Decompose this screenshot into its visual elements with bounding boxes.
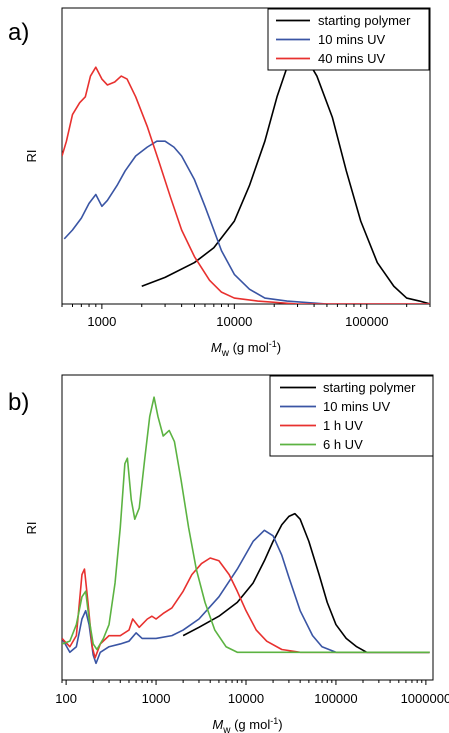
legend-label: 1 h UV [323,418,363,433]
x-tick-label: 1000000 [401,691,449,706]
legend-label: starting polymer [318,13,411,28]
series-line-starting-polymer [141,51,430,304]
series-line-starting-polymer [182,512,430,654]
x-tick-label: 100000 [314,691,357,706]
x-tick-label: 100 [55,691,77,706]
series-line-40-mins-uv [62,66,430,304]
legend-label: 6 h UV [323,437,363,452]
x-tick-label: 10000 [216,314,252,329]
legend-label: 10 mins UV [318,32,386,47]
chart-panel-a: a) RI 1000 10000 100000 Mw (g mol-1) starting … [8,7,431,359]
legend-label: starting polymer [323,380,416,395]
x-tick-label: 1000 [87,314,116,329]
series-line-10-mins-uv [62,529,430,665]
legend-label: 40 mins UV [318,51,386,66]
y-axis-label: RI [24,522,39,535]
panel-label: a) [8,19,29,46]
x-axis-label: Mw (g mol-1) [212,716,282,733]
x-axis-label: Mw (g mol-1) [211,339,281,359]
legend-box [269,375,434,457]
series-line-10-mins-uv [63,140,430,304]
chart-panel-b: b) RI 100 1000 10000 100000 1000000 Mw (g mol-1… [8,374,449,733]
panel-label: b) [8,389,29,416]
x-tick-label: 1000 [142,691,171,706]
x-tick-label: 100000 [345,314,388,329]
y-axis-label: RI [24,150,39,163]
plot-frame [61,374,434,681]
legend-label: 10 mins UV [323,399,391,414]
x-tick-label: 10000 [228,691,264,706]
series-line-1-h-uv [62,557,430,659]
series-line-6-h-uv [62,396,430,654]
